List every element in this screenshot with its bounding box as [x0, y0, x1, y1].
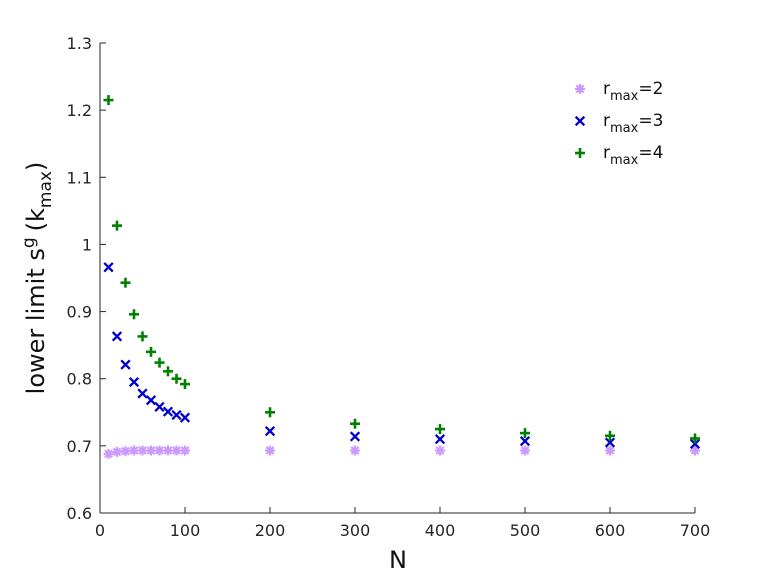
- series-2: [103, 262, 701, 449]
- data-point: [129, 309, 139, 320]
- ticks: 0 100 200 300 400 500 600 700 0.6 0.7 0.8 0.9 1 1.1 1.…: [67, 34, 711, 540]
- data-point: [154, 357, 165, 368]
- x-tick-label: 0: [95, 521, 105, 540]
- data-point: [520, 428, 530, 439]
- data-point: [163, 366, 173, 377]
- legend-entry: rmax=3: [574, 111, 663, 136]
- x-tick-label: 600: [595, 521, 626, 540]
- data-point: [519, 436, 531, 447]
- data-point: [137, 388, 148, 399]
- data-point: [112, 446, 122, 457]
- data-point: [120, 359, 131, 370]
- y-tick-label: 0.6: [67, 504, 92, 523]
- data-point: [162, 406, 174, 417]
- legend-entry: rmax=2: [575, 79, 663, 104]
- data-point: [689, 438, 701, 449]
- y-axis-label-sup: g: [19, 237, 39, 248]
- data-point: [103, 95, 114, 106]
- data-point: [180, 445, 190, 456]
- legend-label: rmax=4: [603, 143, 663, 168]
- x-tick-label: 100: [170, 521, 201, 540]
- legend: rmax=2 rmax=3 rmax=4: [574, 79, 663, 168]
- x-tick-label: 500: [510, 521, 541, 540]
- data-point: [265, 445, 275, 456]
- data-point: [103, 448, 114, 459]
- x-tick-label: 400: [425, 521, 456, 540]
- y-tick-label: 1.2: [67, 101, 92, 120]
- y-axis-label: lower limit sg (kmax): [19, 162, 56, 395]
- data-point: [120, 446, 131, 457]
- data-point: [146, 346, 156, 357]
- data-point: [264, 425, 276, 437]
- data-point: [154, 445, 165, 456]
- y-tick-label: 1.1: [67, 168, 92, 187]
- y-tick-label: 0.7: [67, 437, 92, 456]
- data-point: [112, 220, 122, 231]
- data-point: [137, 331, 148, 342]
- data-point: [120, 277, 131, 288]
- data-point: [171, 445, 182, 456]
- x-tick-label: 200: [255, 521, 286, 540]
- data-point: [171, 373, 182, 384]
- data-point: [690, 445, 700, 456]
- data-point: [434, 434, 446, 445]
- y-tick-label: 1.3: [67, 34, 92, 53]
- data-point: [520, 445, 530, 456]
- data-point: [605, 445, 615, 456]
- x-axis-label: N: [389, 546, 407, 574]
- data-point: [690, 433, 700, 444]
- data-point: [171, 409, 182, 421]
- series-1: [103, 445, 700, 459]
- data-point: [179, 412, 191, 423]
- data-point: [350, 418, 360, 429]
- y-axis-label-paren-close: ): [22, 162, 50, 171]
- y-tick-label: 0.9: [67, 303, 92, 322]
- data-point: [154, 401, 165, 413]
- data-point: [128, 376, 140, 388]
- data-point: [604, 437, 616, 448]
- legend-marker: [574, 115, 586, 127]
- data-point: [435, 424, 445, 435]
- legend-entry: rmax=4: [575, 143, 663, 168]
- series-3: [103, 95, 700, 444]
- y-tick-label: 1: [82, 235, 92, 254]
- data-point: [146, 445, 156, 456]
- data-point: [435, 445, 445, 456]
- legend-marker: [575, 84, 585, 94]
- y-axis-label-paren-open: (k: [22, 208, 50, 231]
- data-point: [180, 379, 190, 390]
- y-tick-label: 0.8: [67, 370, 92, 389]
- data-points: [103, 95, 701, 459]
- x-tick-label: 700: [680, 521, 711, 540]
- x-tick-label: 300: [340, 521, 371, 540]
- axes: [99, 43, 695, 514]
- data-point: [265, 407, 275, 418]
- y-axis-label-main: lower limit s: [22, 248, 50, 394]
- data-point: [103, 262, 114, 273]
- data-point: [605, 430, 615, 441]
- data-point: [349, 431, 361, 442]
- legend-label: rmax=2: [603, 79, 663, 104]
- data-point: [111, 331, 123, 342]
- y-axis-label-sub: max: [36, 171, 56, 208]
- data-point: [145, 395, 157, 406]
- data-point: [163, 445, 173, 456]
- data-point: [137, 445, 148, 456]
- data-point: [129, 445, 139, 456]
- data-point: [350, 445, 360, 456]
- legend-marker: [575, 148, 585, 158]
- axis-labels: N lower limit sg (kmax): [19, 162, 407, 574]
- legend-label: rmax=3: [603, 111, 663, 136]
